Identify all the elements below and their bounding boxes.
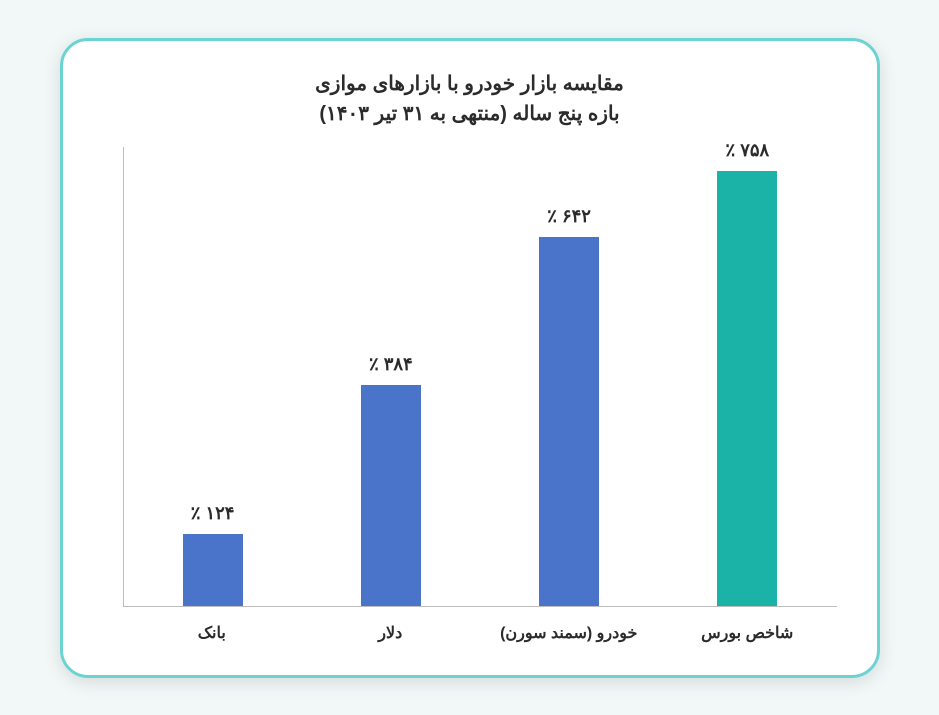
- chart-title: مقایسه بازار خودرو با بازارهای موازی باز…: [93, 69, 847, 129]
- plot-area: ۷۵۸ ٪ ۶۴۲ ٪ ۳۸۴ ٪ ۱۲۴ ٪: [123, 147, 837, 607]
- bars-container: ۷۵۸ ٪ ۶۴۲ ٪ ۳۸۴ ٪ ۱۲۴ ٪: [124, 147, 837, 606]
- bar-value-label: ۷۵۸ ٪: [726, 140, 770, 161]
- bar: ۳۸۴ ٪: [361, 385, 421, 605]
- bar-slot: ۳۸۴ ٪: [302, 147, 480, 606]
- plot: ۷۵۸ ٪ ۶۴۲ ٪ ۳۸۴ ٪ ۱۲۴ ٪ شاخص بورسخودرو (سمن…: [93, 147, 847, 653]
- bar-value-label: ۱۲۴ ٪: [191, 503, 235, 524]
- bar-slot: ۱۲۴ ٪: [124, 147, 302, 606]
- title-line-1: مقایسه بازار خودرو با بازارهای موازی: [93, 69, 847, 99]
- x-axis-label: دلار: [301, 613, 480, 653]
- bar-slot: ۷۵۸ ٪: [658, 147, 836, 606]
- bar: ۷۵۸ ٪: [717, 171, 777, 606]
- bar-slot: ۶۴۲ ٪: [480, 147, 658, 606]
- x-axis-label: خودرو (سمند سورن): [480, 613, 659, 653]
- title-line-2: بازه پنج ساله (منتهی به ۳۱ تیر ۱۴۰۳): [93, 99, 847, 129]
- bar-value-label: ۶۴۲ ٪: [547, 206, 591, 227]
- bar-value-label: ۳۸۴ ٪: [369, 354, 413, 375]
- x-axis-label: بانک: [123, 613, 302, 653]
- chart-card: مقایسه بازار خودرو با بازارهای موازی باز…: [60, 38, 880, 678]
- bar: ۱۲۴ ٪: [183, 534, 243, 605]
- bar: ۶۴۲ ٪: [539, 237, 599, 605]
- x-axis-labels: شاخص بورسخودرو (سمند سورن)دلاربانک: [123, 613, 837, 653]
- x-axis-label: شاخص بورس: [658, 613, 837, 653]
